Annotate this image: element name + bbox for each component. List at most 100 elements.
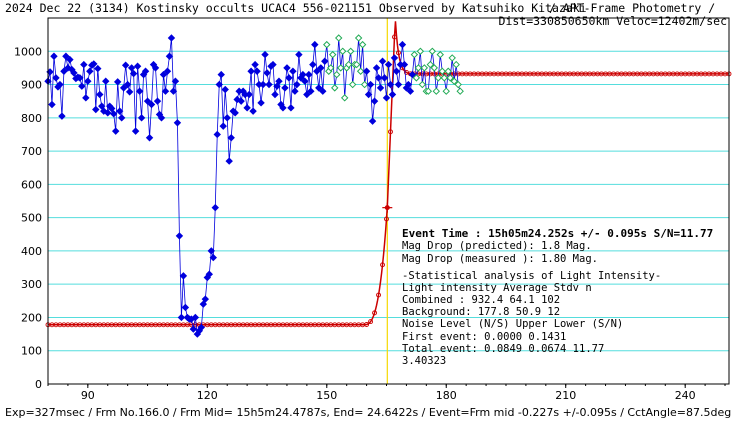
model-point [380,262,385,268]
data-point [442,87,450,95]
data-point [219,122,227,130]
data-point [121,61,130,69]
data-point [406,87,415,95]
data-point [368,117,377,125]
model-point [396,50,401,56]
y-axis-ticks: 0 100 200 300 400 500 600 700 800 900 1000 [14,45,42,391]
data-point [366,80,375,89]
y-tick-label: 600 [21,178,42,191]
data-point [374,74,383,82]
data-point [173,119,182,127]
data-point [418,80,427,89]
data-point [291,87,299,95]
data-point [161,87,170,95]
x-axis-ticks: 90 120 150 180 210 240 [47,384,726,402]
data-point [434,74,442,82]
data-point [287,104,295,112]
data-point [426,60,435,69]
data-point [313,67,321,75]
data-point [157,114,166,122]
data-point [362,67,371,75]
data-point [189,325,198,333]
data-point [315,84,323,92]
data-point [179,272,188,280]
data-point [92,105,100,114]
data-point [289,67,297,75]
data-point [398,40,407,49]
data-point [263,69,271,77]
data-point [123,80,132,89]
data-point [237,97,245,105]
data-point [48,100,56,109]
data-point [412,74,421,82]
data-point [269,60,277,69]
data-point [265,80,273,89]
data-point [243,104,251,112]
event-marker-dot [384,205,390,211]
data-point [76,74,84,82]
data-point [303,90,311,99]
info-line: Background: 177.8 50.9 12 [402,306,560,318]
data-point [177,313,186,322]
data-point [50,52,58,60]
data-point [129,69,138,78]
data-point [337,64,345,72]
data-point [125,88,134,96]
data-point [307,87,315,95]
info-line: Combined : 932.4 64.1 102 [402,294,560,306]
data-point [450,77,458,85]
x-tick-label: 210 [555,389,576,402]
data-point [115,107,124,115]
data-point [133,62,142,70]
data-point [147,100,156,109]
data-point [388,90,397,99]
data-point [376,84,385,92]
data-point [86,67,94,75]
data-point [295,50,303,59]
data-point [358,40,367,49]
info-line: -Statistical analysis of Light Intensity… [402,270,661,282]
model-point [376,292,381,298]
data-point [346,47,355,55]
model-curve [45,21,732,328]
data-point [143,97,152,105]
data-point [436,50,444,59]
data-point [452,60,460,69]
data-point [227,134,235,142]
data-point [444,67,452,75]
plot-frame [47,17,730,385]
y-tick-label: 400 [21,245,42,258]
data-point [113,78,122,86]
data-point [191,313,200,322]
data-point [348,80,357,89]
data-point [110,110,118,118]
y-tick-label: 300 [21,278,42,291]
data-point [52,74,60,82]
data-point [119,84,128,92]
model-point [384,216,389,222]
data-point [424,87,433,95]
data-point [380,74,389,82]
y-tick-label: 700 [21,145,42,158]
data-point [281,84,289,92]
y-tick-label: 500 [21,212,42,225]
data-point [271,90,279,99]
model-point [388,129,393,135]
data-point [199,300,208,308]
model-point [392,34,397,40]
data-point [430,64,439,72]
data-point [257,99,265,107]
data-point [392,67,401,75]
data-point [414,64,423,72]
info-line: Mag Drop (predicted): 1.8 Mag. [402,240,592,252]
data-point [340,94,349,102]
data-point [344,60,353,69]
info-line: Noise Level (N/S) Upper Lower (S/N) [402,318,623,330]
data-point [94,64,102,73]
data-point [64,64,72,72]
data-point [217,70,225,79]
data-point [331,84,339,92]
x-tick-label: 90 [81,389,95,402]
x-tick-label: 240 [675,389,696,402]
data-point [213,130,221,139]
